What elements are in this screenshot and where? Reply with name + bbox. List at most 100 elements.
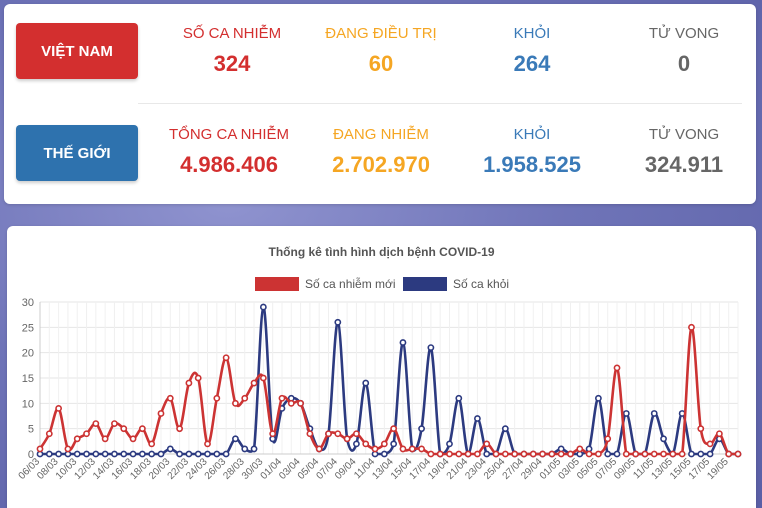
- data-point-infections: [111, 420, 118, 427]
- data-point-recovered: [483, 450, 491, 458]
- data-point-infections: [287, 399, 295, 407]
- data-point-infections: [222, 354, 230, 362]
- data-point-infections: [576, 445, 584, 453]
- world-cases-value: 4.986.406: [180, 152, 278, 177]
- world-deaths-label: TỬ VONG: [648, 126, 720, 143]
- data-point-infections: [595, 450, 602, 458]
- y-tick-label: 15: [22, 373, 34, 385]
- data-point-infections: [269, 430, 277, 438]
- world-active-label: ĐANG NHIỄM: [333, 126, 429, 143]
- vn-deaths-value: 0: [677, 51, 691, 76]
- data-point-infections: [64, 445, 72, 453]
- vn-treating-value: 60: [368, 51, 394, 76]
- data-point-infections: [73, 435, 81, 443]
- data-point-infections: [343, 435, 351, 443]
- vn-recovered-value: 264: [513, 51, 551, 76]
- data-point-infections: [446, 450, 453, 458]
- data-point-infections: [455, 450, 463, 458]
- data-point-infections: [334, 430, 342, 438]
- data-point-infections: [353, 430, 360, 438]
- data-point-recovered: [446, 440, 453, 448]
- data-point-infections: [706, 440, 714, 448]
- data-point-infections: [297, 399, 304, 407]
- data-point-infections: [166, 394, 174, 402]
- x-tick-label: 09/05: [612, 456, 638, 482]
- data-point-recovered: [111, 450, 118, 458]
- data-point-infections: [622, 450, 630, 458]
- data-point-infections: [129, 435, 137, 443]
- y-tick-label: 30: [22, 297, 34, 309]
- vn-deaths-label: TỬ VONG: [648, 25, 720, 42]
- world-deaths-stat: TỬ VONG 324.911: [609, 126, 759, 178]
- series-line-infections: [38, 326, 738, 456]
- data-point-infections: [92, 420, 100, 427]
- data-point-infections: [204, 440, 211, 448]
- data-point-infections: [520, 450, 528, 458]
- data-point-recovered: [204, 450, 211, 458]
- data-point-recovered: [353, 440, 360, 448]
- data-point-infections: [539, 450, 546, 458]
- data-point-infections: [464, 450, 472, 458]
- data-point-infections: [306, 430, 314, 438]
- legend-swatch-recovered: [403, 277, 447, 291]
- world-recovered-value: 1.958.525: [483, 152, 581, 177]
- data-point-infections: [185, 379, 193, 387]
- data-point-infections: [36, 445, 44, 453]
- data-point-recovered: [390, 440, 398, 448]
- data-point-infections: [669, 450, 677, 458]
- data-point-recovered: [501, 425, 509, 433]
- legend-item-infections[interactable]: Số ca nhiễm mới: [255, 277, 396, 291]
- data-point-infections: [120, 425, 128, 433]
- data-point-infections: [278, 394, 286, 402]
- legend-swatch-infections: [255, 277, 299, 291]
- data-point-recovered: [138, 450, 146, 458]
- data-point-infections: [650, 450, 658, 458]
- data-point-recovered: [157, 450, 165, 458]
- data-point-recovered: [45, 450, 53, 458]
- legend-item-recovered[interactable]: Số ca khỏi: [403, 277, 509, 291]
- data-point-infections: [436, 450, 444, 458]
- data-point-infections: [715, 430, 723, 438]
- data-point-infections: [688, 323, 695, 331]
- data-point-infections: [567, 450, 574, 458]
- data-point-infections: [632, 450, 640, 458]
- data-point-infections: [678, 450, 686, 458]
- stats-divider: [138, 103, 742, 104]
- data-point-infections: [259, 374, 267, 382]
- world-recovered-label: KHỎI: [513, 126, 551, 143]
- world-button[interactable]: THẾ GIỚI: [16, 125, 138, 181]
- data-point-recovered: [83, 450, 90, 458]
- vn-cases-stat: SỐ CA NHIỄM 324: [157, 25, 307, 77]
- chart-title: Thống kê tình hình dịch bệnh COVID-19: [268, 245, 495, 259]
- world-recovered-stat: KHỎI 1.958.525: [457, 126, 607, 178]
- chart-card: Thống kê tình hình dịch bệnh COVID-19 Số…: [7, 226, 756, 508]
- data-point-infections: [660, 450, 667, 458]
- data-point-recovered: [334, 318, 342, 326]
- y-tick-label: 25: [22, 322, 34, 334]
- data-point-infections: [45, 430, 53, 438]
- data-point-infections: [148, 440, 156, 448]
- line-chart: 05101520253006/0308/0310/0312/0314/0316/…: [17, 297, 742, 482]
- data-point-infections: [604, 435, 612, 443]
- data-point-recovered: [259, 303, 267, 311]
- data-point-recovered: [55, 450, 63, 458]
- data-point-infections: [725, 450, 733, 458]
- data-point-infections: [325, 430, 332, 438]
- vn-deaths-stat: TỬ VONG 0: [609, 25, 759, 77]
- vn-recovered-label: KHỎI: [513, 25, 551, 42]
- data-point-infections: [557, 450, 565, 458]
- data-point-infections: [55, 404, 63, 412]
- data-point-infections: [501, 450, 509, 458]
- data-point-recovered: [380, 450, 388, 458]
- data-point-infections: [641, 450, 649, 458]
- data-point-infections: [232, 399, 239, 407]
- data-point-infections: [418, 445, 425, 453]
- data-point-infections: [138, 425, 146, 433]
- data-point-infections: [213, 394, 221, 402]
- data-point-recovered: [185, 450, 193, 458]
- vietnam-button[interactable]: VIỆT NAM: [16, 23, 138, 79]
- world-active-stat: ĐANG NHIỄM 2.702.970: [306, 126, 456, 178]
- data-point-recovered: [622, 410, 630, 417]
- y-tick-label: 0: [28, 449, 34, 461]
- data-point-recovered: [148, 450, 156, 458]
